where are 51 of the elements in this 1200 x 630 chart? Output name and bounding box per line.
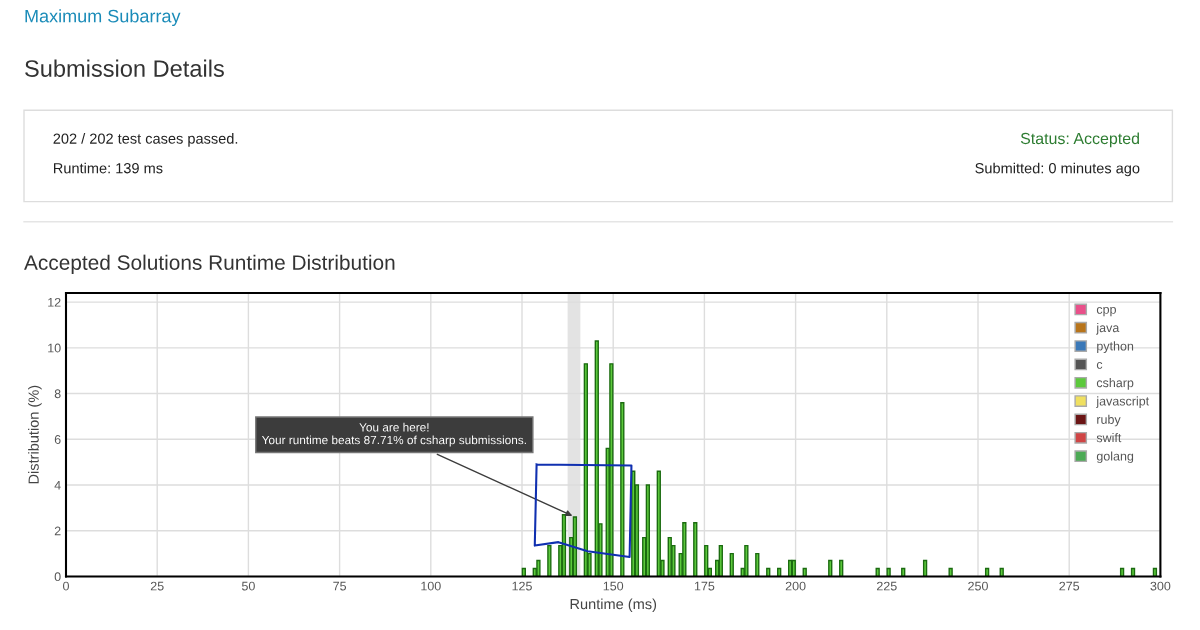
- bar: [718, 544, 723, 577]
- text: 202 / 202 test cases passed.: [53, 133, 238, 147]
- x-tick-label: 0: [63, 581, 69, 591]
- y-tick-label: 4: [54, 480, 61, 490]
- bar: [645, 484, 651, 577]
- x-tick-label: 225: [877, 581, 897, 591]
- legend-label: python: [1097, 341, 1134, 353]
- y-tick-label: 8: [54, 389, 61, 399]
- x-tick-label: 300: [1150, 581, 1171, 591]
- x-tick-label: 25: [150, 581, 164, 591]
- legend-label: java: [1096, 322, 1120, 335]
- text: Submission Details: [25, 59, 224, 77]
- x-tick-label: 250: [968, 581, 988, 591]
- y-axis-title: Distribution (%): [28, 385, 42, 484]
- text: Status: Accepted: [1020, 132, 1139, 148]
- x-tick-label: 200: [785, 581, 806, 591]
- bar: [948, 567, 953, 577]
- chart-title: Accepted Solutions Runtime Distribution: [24, 254, 395, 275]
- bar: [682, 522, 687, 577]
- x-tick-label: 125: [512, 581, 532, 591]
- legend-label: cpp: [1096, 306, 1116, 317]
- bar: [744, 544, 749, 577]
- bar: [609, 363, 614, 577]
- text: Submitted: 0 minutes ago: [975, 162, 1140, 177]
- y-tick-label: 6: [54, 435, 61, 444]
- bar: [547, 544, 552, 577]
- bar: [693, 522, 698, 577]
- legend-label: golang: [1096, 451, 1134, 464]
- text: Maximum Subarray: [25, 9, 181, 27]
- x-tick-label: 275: [1059, 581, 1080, 591]
- x-tick-label: 75: [333, 581, 347, 591]
- y-tick-label: 2: [54, 526, 61, 536]
- x-tick-label: 175: [694, 581, 715, 591]
- legend-label: javascript: [1096, 396, 1150, 409]
- x-axis-title: Runtime (ms): [570, 598, 657, 613]
- y-tick-label: 0: [54, 572, 61, 582]
- x-tick-label: 100: [421, 581, 441, 591]
- legend-label: swift: [1096, 433, 1122, 443]
- x-tick-label: 150: [603, 581, 624, 591]
- x-tick-label: 50: [241, 581, 255, 591]
- legend-label: csharp: [1096, 378, 1134, 390]
- legend-label: ruby: [1097, 414, 1121, 427]
- text: Runtime: 139 ms: [54, 162, 163, 174]
- bar: [886, 567, 891, 577]
- bar: [620, 401, 625, 577]
- annotation: You are here! Your runtime beats 87.71% of csharp submissions.: [261, 422, 526, 447]
- bar: [536, 559, 541, 577]
- y-tick-label: 10: [48, 343, 61, 353]
- legend-label: c: [1096, 362, 1103, 369]
- bar: [704, 544, 709, 577]
- y-tick-label: 12: [48, 297, 61, 307]
